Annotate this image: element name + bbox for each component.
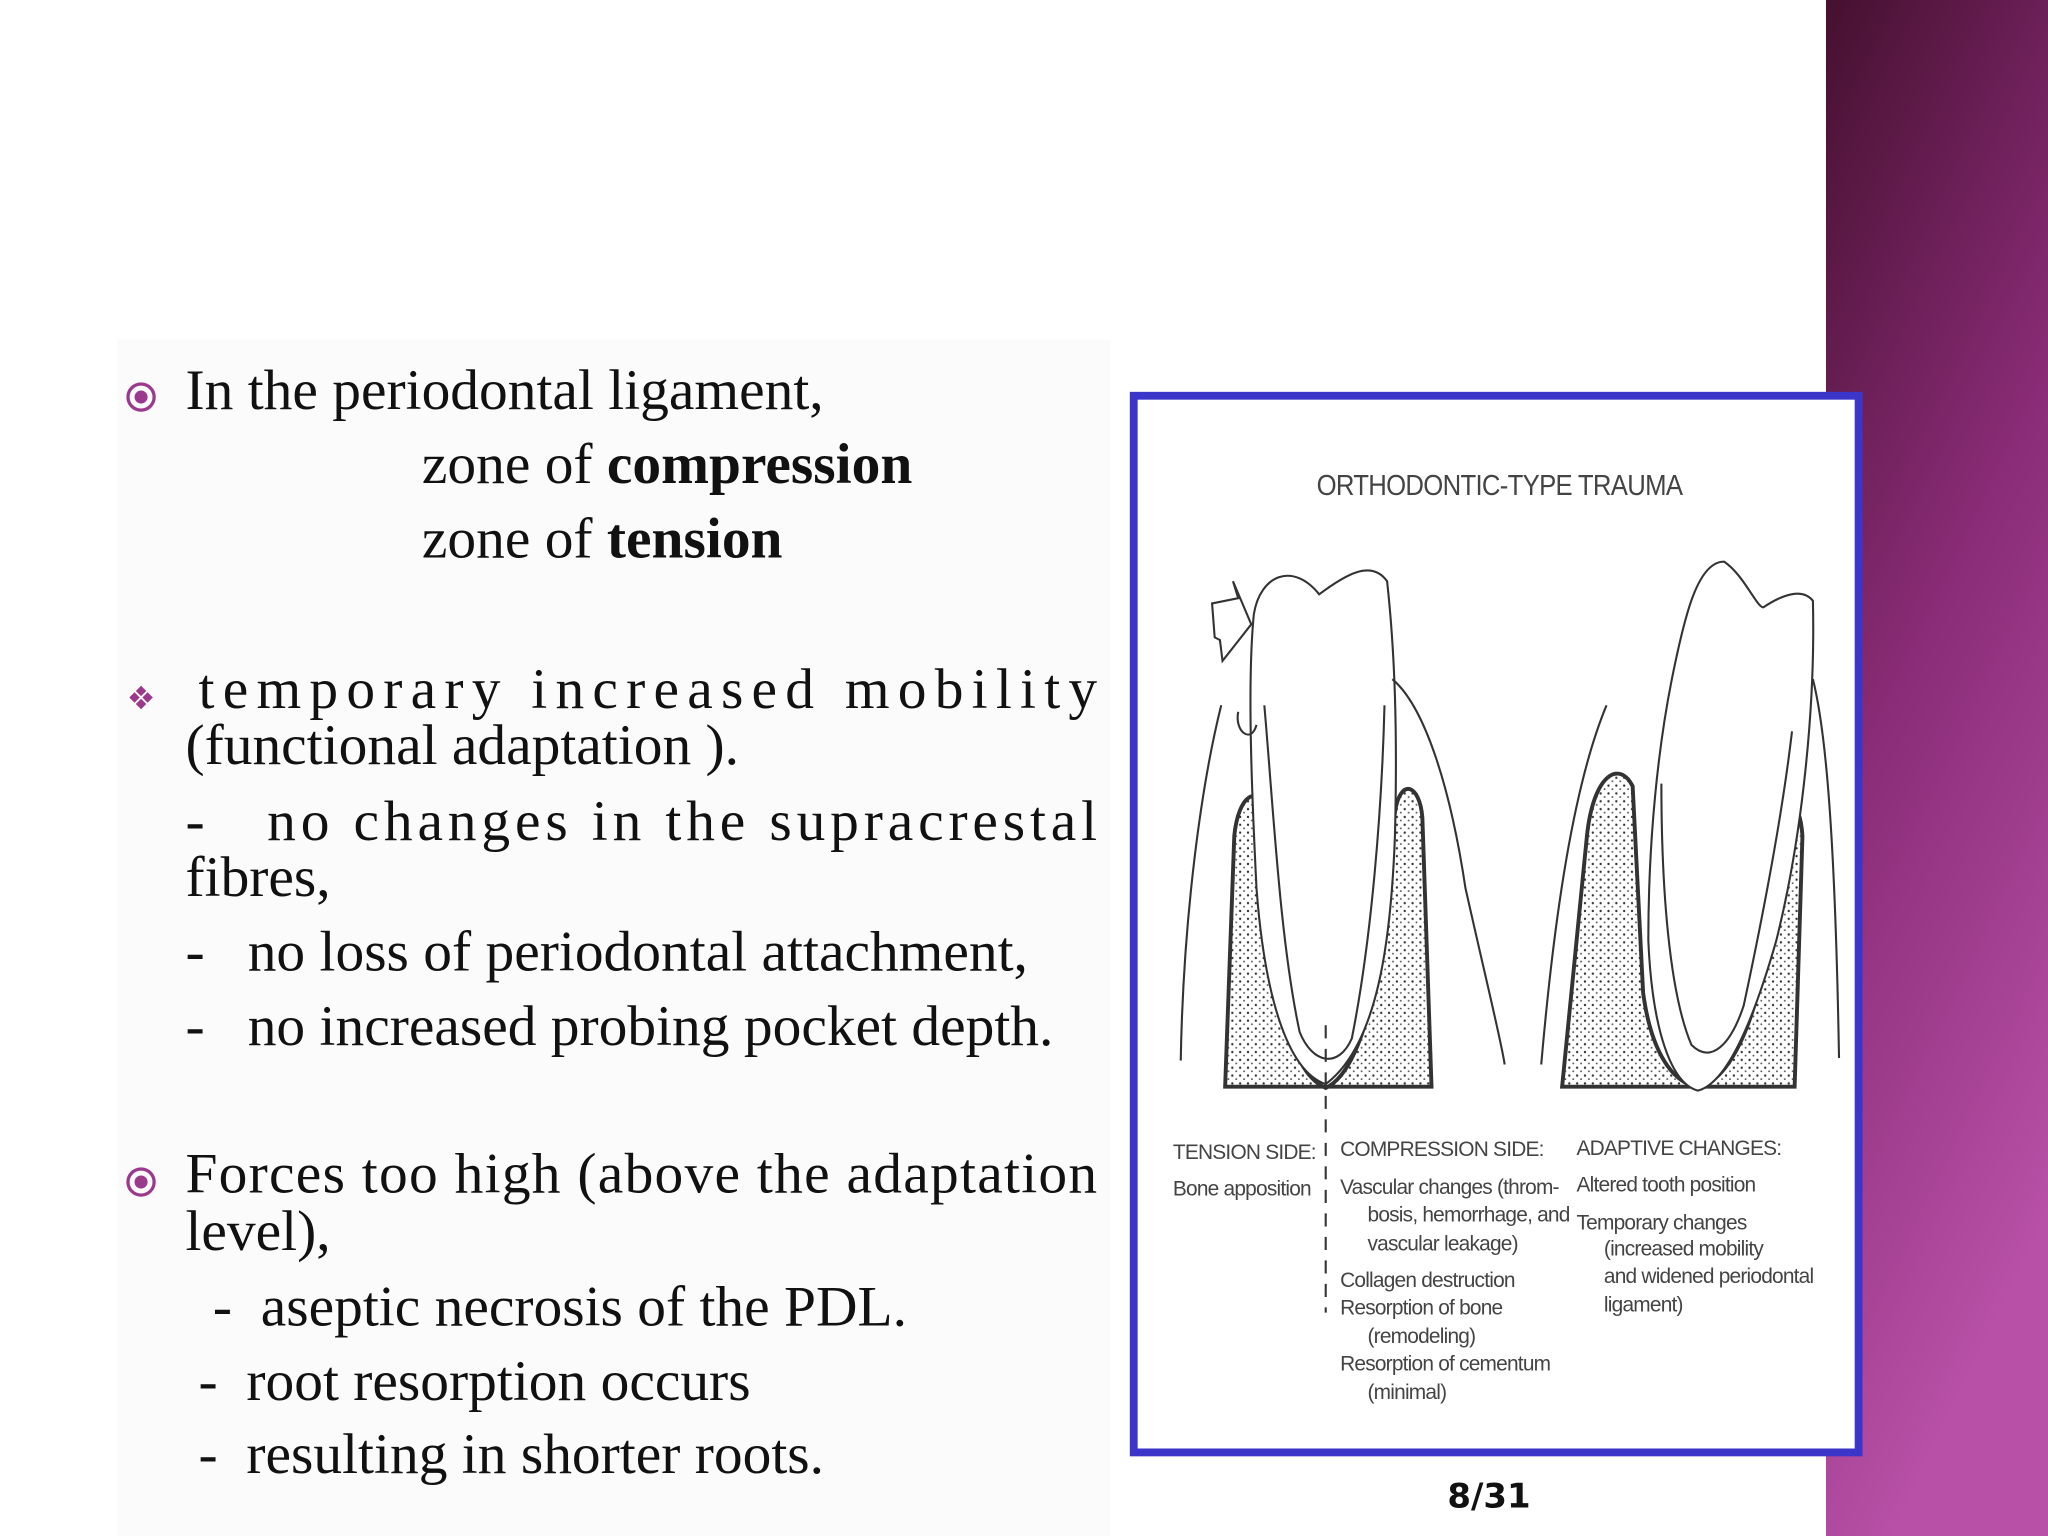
page-number: 8/31 bbox=[1447, 1477, 1530, 1517]
text-line: zone of compression bbox=[422, 433, 912, 496]
text-run: - no loss of periodontal attachment, bbox=[185, 921, 1027, 984]
column-line: Vascular changes (throm- bbox=[1340, 1176, 1559, 1199]
figure: ORTHODONTIC-TYPE TRAUMA TENSION SIDE: Bon… bbox=[1129, 391, 1863, 1457]
text-run: - aseptic necrosis of the PDL. bbox=[213, 1276, 907, 1339]
text-run: fibres, bbox=[185, 846, 330, 909]
column-line: (increased mobility bbox=[1604, 1237, 1764, 1260]
gingiva-line bbox=[1540, 704, 1608, 1065]
text-line: - no changes in the supracrestal bbox=[185, 790, 1097, 853]
text-line: - resulting in shorter roots. bbox=[199, 1423, 825, 1486]
side-bar bbox=[1825, 0, 2048, 1536]
text-line: - no increased probing pocket depth. bbox=[185, 995, 1053, 1058]
text-run: - resulting in shorter roots. bbox=[199, 1423, 825, 1486]
text-run: zone of bbox=[422, 508, 607, 571]
gingiva-line bbox=[1179, 705, 1223, 1061]
force-arrow bbox=[1210, 580, 1253, 664]
column-line: (minimal) bbox=[1368, 1381, 1447, 1404]
figure-labels: TENSION SIDE: Bone apposition COMPRESSION … bbox=[1173, 1137, 1814, 1404]
text-run: compression bbox=[607, 433, 912, 496]
text-line: level), bbox=[185, 1200, 330, 1263]
text-line: Forces too high (above the adaptation bbox=[185, 1143, 1097, 1206]
gingiva-line bbox=[1811, 678, 1841, 1058]
text-run: (functional adaptation ). bbox=[185, 714, 739, 777]
teeth-drawing bbox=[1179, 560, 1841, 1313]
text-run: - no changes in the supracrestal bbox=[185, 790, 1097, 853]
column-line: and widened periodontal bbox=[1604, 1265, 1814, 1288]
text-line: (functional adaptation ). bbox=[185, 714, 739, 777]
column-line: Resorption of bone bbox=[1340, 1296, 1502, 1319]
column-line: Collagen destruction bbox=[1340, 1269, 1515, 1292]
tooth bbox=[1647, 560, 1815, 1092]
column-line: Temporary changes bbox=[1576, 1211, 1746, 1234]
bullet bbox=[126, 1167, 156, 1197]
diamond bbox=[129, 692, 140, 703]
text-run: zone of bbox=[422, 433, 607, 496]
column-heading: TENSION SIDE: bbox=[1173, 1141, 1316, 1164]
gingiva-line bbox=[1236, 711, 1258, 736]
column-line: (remodeling) bbox=[1368, 1325, 1476, 1348]
figure-title: ORTHODONTIC-TYPE TRAUMA bbox=[1317, 470, 1684, 502]
column-heading: ADAPTIVE CHANGES: bbox=[1576, 1137, 1781, 1160]
gingiva-line bbox=[1391, 678, 1506, 1065]
text-run: - root resorption occurs bbox=[199, 1350, 751, 1413]
bullet bbox=[126, 382, 156, 412]
column-line: Resorption of cementum bbox=[1340, 1352, 1551, 1375]
text-panel bbox=[117, 339, 1111, 1536]
text-line: - root resorption occurs bbox=[199, 1350, 751, 1413]
text-line: fibres, bbox=[185, 846, 330, 909]
column-line: Altered tooth position bbox=[1576, 1173, 1755, 1196]
bullet-dot bbox=[134, 390, 148, 404]
column-line: ligament) bbox=[1604, 1294, 1683, 1317]
text-run: - no increased probing pocket depth. bbox=[185, 995, 1053, 1058]
text-line: - aseptic necrosis of the PDL. bbox=[213, 1276, 907, 1339]
pulp-outline bbox=[1660, 731, 1794, 1054]
column-line: Bone apposition bbox=[1173, 1177, 1311, 1200]
text-line: - no loss of periodontal attachment, bbox=[185, 921, 1027, 984]
column-line: vascular leakage) bbox=[1368, 1232, 1518, 1255]
text-run: Forces too high (above the adaptation bbox=[185, 1143, 1097, 1206]
column-heading: COMPRESSION SIDE: bbox=[1340, 1138, 1544, 1161]
text-run: In the periodontal ligament, bbox=[185, 359, 823, 422]
column-line: bosis, hemorrhage, and bbox=[1368, 1204, 1570, 1227]
text-run: level), bbox=[185, 1200, 330, 1263]
text-line: zone of tension bbox=[422, 508, 783, 571]
text-line: In the periodontal ligament, bbox=[185, 359, 823, 422]
bullet-dot bbox=[134, 1175, 148, 1189]
text-run: tension bbox=[607, 508, 783, 571]
